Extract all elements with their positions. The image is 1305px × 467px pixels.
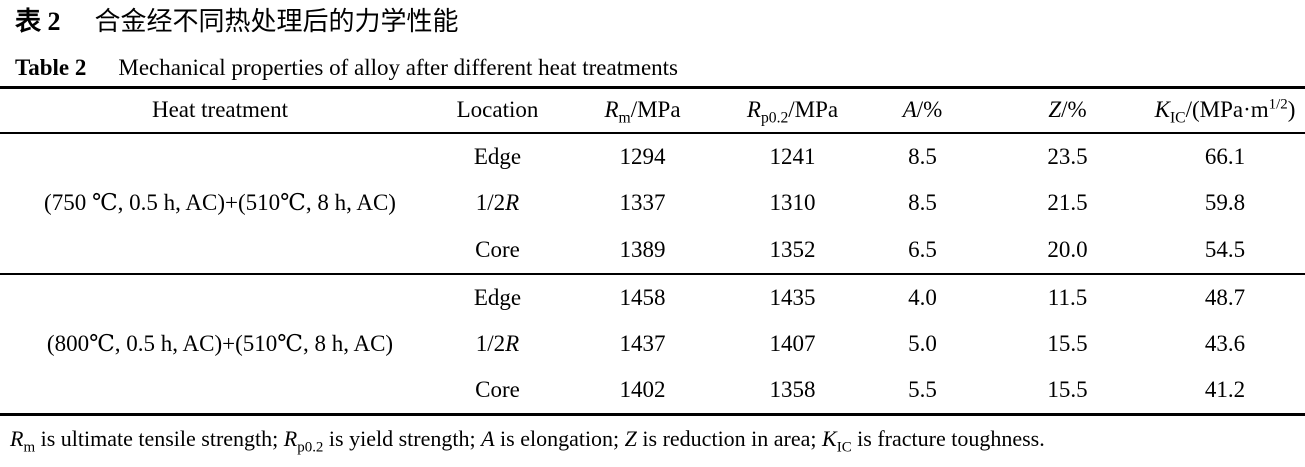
table-row-750-halfr: 1/2R 1337 1310 8.5 21.5 59.8 <box>0 180 1305 227</box>
table-row-800-edge: (800℃, 0.5 h, AC)+(510℃, 8 h, AC) Edge 1… <box>0 274 1305 356</box>
cell-a: 6.5 <box>908 236 937 262</box>
cell-location: Edge <box>473 284 522 310</box>
cell-rp02: 1358 <box>769 377 816 403</box>
table-number-zh: 表 2 <box>15 7 61 36</box>
cell-rm: 1458 <box>619 284 666 310</box>
header-rp02: Rp0.2/MPa <box>746 97 839 127</box>
cell-z: 11.5 <box>1047 284 1088 310</box>
cell-location: Edge <box>473 143 522 169</box>
table-title-en-text: Mechanical properties of alloy after dif… <box>118 55 679 80</box>
table-header-row: Heat treatment Location Rm/MPa Rp0.2/MPa… <box>0 88 1305 133</box>
table-title-en: Table 2 Mechanical properties of alloy af… <box>0 56 1305 80</box>
cell-z: 20.0 <box>1047 236 1088 262</box>
cell-rm: 1294 <box>619 143 666 169</box>
cell-kic: 59.8 <box>1204 190 1246 215</box>
header-a: A/% <box>902 97 943 123</box>
cell-heat-treatment-800: (800℃, 0.5 h, AC)+(510℃, 8 h, AC) <box>46 330 394 356</box>
header-heat-treatment: Heat treatment <box>151 97 288 123</box>
table-number-en: Table 2 <box>15 55 87 80</box>
cell-a: 8.5 <box>908 190 937 215</box>
cell-a: 4.0 <box>908 284 937 310</box>
cell-z: 15.5 <box>1047 331 1088 356</box>
cell-location: Core <box>475 377 520 403</box>
table-row-800-halfr: 1/2R 1437 1407 5.0 15.5 43.6 <box>0 321 1305 368</box>
cell-location: 1/2R <box>475 331 520 356</box>
table-title-zh: 表 2 合金经不同热处理后的力学性能 <box>0 0 1305 37</box>
cell-z: 15.5 <box>1047 377 1088 403</box>
cell-heat-treatment-750: (750 ℃, 0.5 h, AC)+(510℃, 8 h, AC) <box>44 190 396 215</box>
cell-rp02: 1435 <box>769 284 816 310</box>
cell-rm: 1389 <box>619 236 666 262</box>
header-kic: KIC/(MPa·m1/2) <box>1154 96 1296 127</box>
cell-rp02: 1241 <box>769 143 816 169</box>
cell-rp02: 1407 <box>769 331 816 356</box>
table-row-750-core: Core 1389 1352 6.5 20.0 54.5 <box>0 227 1305 274</box>
cell-rp02: 1352 <box>769 236 816 262</box>
cell-z: 21.5 <box>1047 190 1088 215</box>
cell-kic: 66.1 <box>1204 143 1246 169</box>
cell-kic: 54.5 <box>1204 236 1246 262</box>
cell-rm: 1337 <box>619 190 666 215</box>
table-row-750-edge: (750 ℃, 0.5 h, AC)+(510℃, 8 h, AC) Edge … <box>0 133 1305 216</box>
table-footnote: Rm is ultimate tensile strength; Rp0.2 i… <box>10 426 1045 456</box>
treatment-group-800: (800℃, 0.5 h, AC)+(510℃, 8 h, AC) Edge 1… <box>0 273 1305 415</box>
cell-a: 8.5 <box>908 143 937 169</box>
header-rm: Rm/MPa <box>604 97 681 127</box>
cell-a: 5.5 <box>908 377 937 403</box>
cell-kic: 48.7 <box>1204 284 1246 310</box>
table-row-800-core: Core 1402 1358 5.5 15.5 41.2 <box>0 368 1305 415</box>
cell-kic: 43.6 <box>1204 331 1246 356</box>
cell-location: 1/2R <box>475 190 520 215</box>
cell-rp02: 1310 <box>769 190 816 215</box>
cell-rm: 1402 <box>619 377 666 403</box>
cell-kic: 41.2 <box>1204 377 1246 403</box>
cell-z: 23.5 <box>1047 143 1088 169</box>
cell-rm: 1437 <box>619 331 666 356</box>
cell-location: Core <box>475 236 520 262</box>
header-z: Z/% <box>1048 97 1087 123</box>
header-location: Location <box>456 97 539 123</box>
cell-a: 5.0 <box>908 331 937 356</box>
mechanical-properties-table: Heat treatment Location Rm/MPa Rp0.2/MPa… <box>0 86 1305 416</box>
treatment-group-750: (750 ℃, 0.5 h, AC)+(510℃, 8 h, AC) Edge … <box>0 133 1305 274</box>
table-title-zh-text: 合金经不同热处理后的力学性能 <box>94 7 459 36</box>
